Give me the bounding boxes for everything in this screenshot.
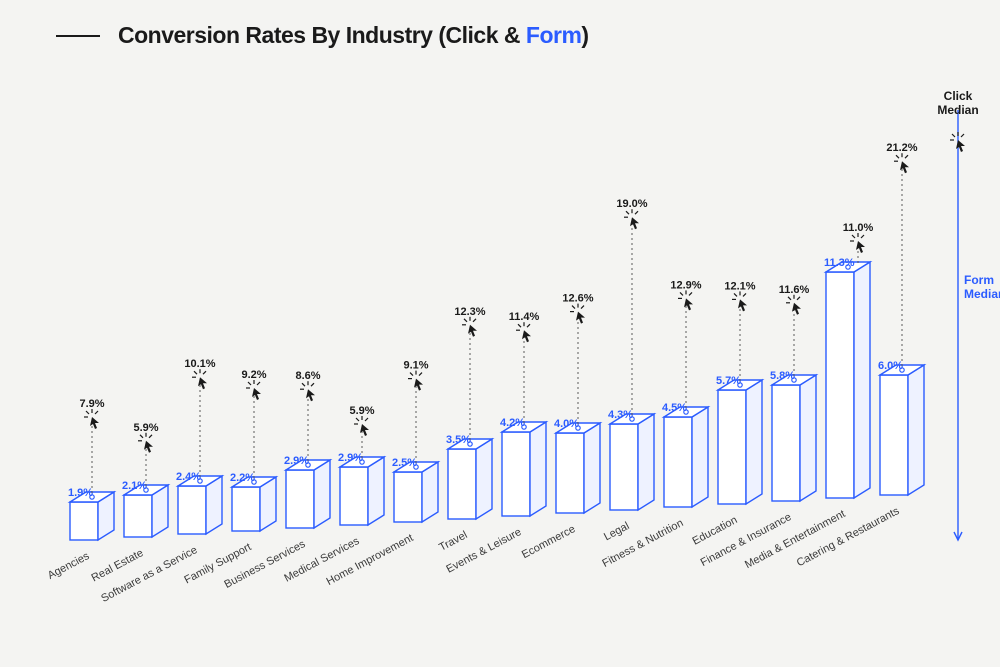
form-value-label: 6.0%	[878, 360, 903, 372]
click-value-label: 12.1%	[724, 280, 755, 292]
bar-front	[502, 432, 530, 516]
bar-front	[124, 495, 152, 537]
category-label: Ecommerce	[520, 523, 577, 561]
bar-front	[880, 375, 908, 495]
bar-side	[368, 457, 384, 525]
category-label: Agencies	[46, 550, 92, 582]
click-median-legend: Click	[944, 89, 973, 103]
bar-side	[746, 380, 762, 504]
bar-side	[314, 460, 330, 528]
bar-front	[448, 449, 476, 519]
bar-front	[340, 467, 368, 525]
bar-side	[476, 439, 492, 519]
click-value-label: 21.2%	[886, 142, 917, 154]
form-median-legend-2: Median	[964, 287, 1000, 301]
category-label: Travel	[437, 529, 469, 554]
bar-side	[908, 365, 924, 495]
bar-side	[638, 414, 654, 510]
form-value-label: 5.8%	[770, 370, 795, 382]
click-value-label: 12.6%	[562, 293, 593, 305]
click-value-label: 5.9%	[133, 422, 158, 434]
bar-front	[772, 385, 800, 501]
form-value-label: 4.3%	[608, 409, 633, 421]
click-value-label: 10.1%	[184, 358, 215, 370]
bar-side	[530, 422, 546, 516]
form-median-legend: Form	[964, 273, 994, 287]
click-value-label: 11.0%	[843, 222, 874, 234]
click-value-label: 8.6%	[295, 370, 320, 382]
bar-side	[584, 423, 600, 513]
click-value-label: 9.2%	[241, 369, 266, 381]
click-value-label: 11.4%	[509, 311, 540, 323]
click-value-label: 5.9%	[349, 405, 374, 417]
conversion-chart: 1.9%7.9%Agencies2.1%5.9%Real Estate2.4%1…	[0, 0, 1000, 667]
form-value-label: 4.2%	[500, 417, 525, 429]
bar-front	[286, 470, 314, 528]
form-value-label: 2.4%	[176, 471, 201, 483]
click-value-label: 9.1%	[403, 360, 428, 372]
category-label: Business Services	[222, 538, 307, 591]
bar-side	[800, 375, 816, 501]
bar-front	[232, 487, 260, 531]
category-label: Fitness & Nutrition	[600, 517, 685, 570]
bar-front	[556, 433, 584, 513]
form-value-label: 5.7%	[716, 375, 741, 387]
click-value-label: 19.0%	[616, 198, 647, 210]
click-value-label: 12.9%	[670, 279, 701, 291]
click-value-label: 12.3%	[454, 306, 485, 318]
form-value-label: 4.0%	[554, 418, 579, 430]
category-label: Home Improvement	[324, 532, 415, 588]
form-value-label: 2.9%	[284, 455, 309, 467]
form-value-label: 3.5%	[446, 434, 471, 446]
bar-side	[854, 262, 870, 498]
form-value-label: 11.3%	[824, 257, 855, 269]
bar-front	[178, 486, 206, 534]
form-value-label: 1.9%	[68, 487, 93, 499]
click-median-legend-2: Median	[937, 103, 978, 117]
click-value-label: 11.6%	[779, 284, 810, 296]
bar-front	[718, 390, 746, 504]
form-value-label: 2.9%	[338, 452, 363, 464]
category-label: Legal	[602, 520, 631, 543]
form-value-label: 2.1%	[122, 480, 147, 492]
bar-front	[610, 424, 638, 510]
form-value-label: 4.5%	[662, 402, 687, 414]
form-value-label: 2.2%	[230, 472, 255, 484]
bar-front	[394, 472, 422, 522]
bar-front	[826, 272, 854, 498]
form-value-label: 2.5%	[392, 457, 417, 469]
bar-front	[664, 417, 692, 507]
bar-side	[692, 407, 708, 507]
bar-front	[70, 502, 98, 540]
click-value-label: 7.9%	[79, 398, 104, 410]
